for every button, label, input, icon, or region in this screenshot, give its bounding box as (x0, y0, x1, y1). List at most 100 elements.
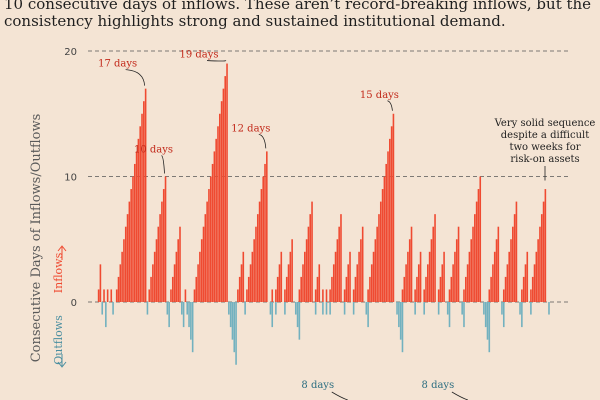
outflow-bar (501, 302, 503, 315)
inflow-bar (311, 201, 313, 302)
annotation-arrow (258, 134, 267, 149)
peak-annotation: 17 days (98, 59, 137, 70)
inflow-bar (133, 163, 136, 302)
inflow-bar (515, 201, 518, 302)
inflow-bar (237, 289, 239, 302)
inflow-bar (387, 151, 389, 302)
inflow-bar (153, 251, 156, 302)
chart-labels: 20 10 0 17 days 19 days 12 days 15 days 10 days… (29, 47, 595, 400)
outflow-bar (325, 302, 328, 315)
inflow-bar (256, 214, 259, 302)
inflow-bar (291, 239, 293, 302)
outflow-bar (398, 302, 400, 328)
outflow-bar (146, 302, 149, 315)
inflow-bar (238, 276, 241, 302)
outflow-bar (105, 302, 107, 328)
inflow-bar (240, 264, 243, 302)
outflow-bar (231, 302, 234, 340)
inflow-bar (497, 226, 500, 302)
outflow-bar (484, 302, 487, 328)
outflow-bar (314, 302, 317, 315)
outflow-bar (396, 302, 398, 315)
inflow-bar (354, 276, 357, 302)
inflow-bar (358, 251, 360, 302)
callout-line: risk-on assets (510, 154, 579, 165)
inflow-bar (162, 189, 165, 302)
inflow-bar (407, 251, 409, 302)
inflow-bar (316, 276, 319, 302)
outflow-bar (269, 302, 272, 315)
callout-line: two weeks for (509, 142, 580, 153)
inflow-bar (106, 289, 109, 302)
inflow-bar (502, 289, 505, 302)
inflow-bar (314, 289, 317, 302)
inflow-bar (542, 201, 545, 302)
inflow-bar (434, 214, 436, 302)
inflow-bar (540, 214, 543, 302)
inflow-arrow-icon (57, 245, 67, 260)
inflow-bar (437, 289, 440, 302)
inflow-bar (477, 189, 480, 302)
inflow-bar (463, 289, 465, 302)
annotation-arrow (207, 60, 227, 62)
inflow-bar (512, 226, 514, 302)
inflow-bar (381, 189, 384, 302)
inflow-bar (379, 201, 382, 302)
inflow-bar (253, 239, 255, 302)
outflow-bar (548, 302, 550, 315)
inflow-bar (419, 251, 422, 302)
inflow-bar (170, 289, 172, 302)
inflow-bar (179, 226, 181, 302)
outflow-bar (298, 302, 301, 340)
outflow-bar (191, 302, 194, 353)
inflow-bar (472, 226, 474, 302)
inflow-bar (135, 151, 138, 302)
inflow-bar (193, 289, 196, 302)
inflow-bar (383, 176, 386, 302)
inflow-bar (347, 264, 350, 302)
annotation-arrow (387, 100, 393, 111)
outflows-label: Outflows (52, 315, 65, 365)
annotation-arrow (125, 69, 146, 86)
inflow-bar (488, 289, 491, 302)
inflow-bar (110, 289, 113, 302)
inflow-bar (222, 88, 225, 303)
inflow-bar (247, 276, 250, 302)
inflow-bar (199, 251, 201, 302)
inflow-bar (305, 239, 308, 302)
inflow-bar (115, 289, 118, 302)
inflow-bar (352, 289, 355, 302)
inflow-bar (128, 201, 131, 302)
outflow-bar (244, 302, 246, 315)
inflow-bar (177, 239, 179, 302)
inflow-bar (531, 276, 534, 302)
inflow-bar (249, 264, 252, 302)
outflow-bar (181, 302, 183, 315)
inflow-bar (206, 201, 208, 302)
inflow-bar (360, 239, 362, 302)
inflow-bar (544, 189, 547, 302)
y-axis-title: Consecutive Days of Inflows/Outflows (29, 114, 44, 363)
inflow-bar (490, 276, 492, 302)
inflow-bar (255, 226, 257, 302)
inflow-bar (211, 163, 214, 302)
inflow-bar (137, 138, 140, 302)
outflow-bar (401, 302, 404, 353)
inflow-bar (271, 289, 274, 302)
inflow-bar (370, 264, 373, 302)
inflow-bar (251, 251, 254, 302)
inflow-bar (307, 226, 310, 302)
inflow-bar (150, 276, 152, 302)
inflow-bar (226, 63, 228, 302)
outflow-bar (296, 302, 299, 328)
inflow-bar (218, 113, 221, 302)
inflow-bar (448, 289, 451, 302)
inflow-bar (343, 289, 346, 302)
outflow-bar (463, 302, 465, 328)
inflow-bar (454, 251, 456, 302)
inflow-bar (506, 264, 509, 302)
outflow-bar (461, 302, 463, 315)
outflow-bar (530, 302, 532, 315)
inflow-bar (208, 189, 210, 302)
inflow-bar (209, 176, 212, 302)
